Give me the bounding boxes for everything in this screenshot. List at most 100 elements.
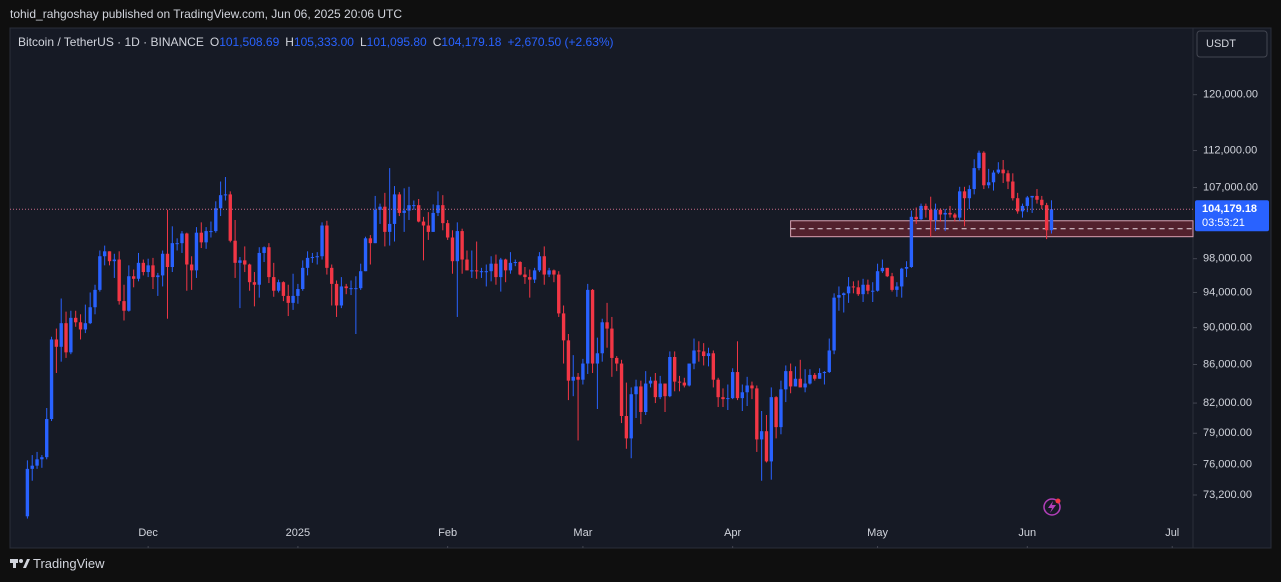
- candle-body: [160, 253, 165, 276]
- candle-body: [204, 231, 208, 243]
- brand: TradingView: [33, 556, 105, 571]
- candle-body: [320, 225, 324, 257]
- candle-body: [832, 297, 836, 351]
- candle-body: [59, 323, 63, 347]
- candle-body: [272, 277, 276, 291]
- candle-body: [590, 289, 595, 364]
- candle-body: [629, 394, 633, 439]
- candle-body: [866, 284, 870, 291]
- candle-body: [436, 205, 440, 213]
- candle-body: [813, 374, 817, 379]
- x-tick-label: 2025: [286, 527, 310, 539]
- candle-body: [373, 209, 377, 244]
- y-tick-label: 112,000.00: [1203, 144, 1257, 156]
- candle-body: [817, 373, 822, 379]
- candle-body: [136, 262, 141, 279]
- candle-body: [421, 221, 426, 226]
- candle-body: [474, 270, 479, 272]
- candle-body: [470, 270, 474, 272]
- candle-body: [267, 247, 271, 278]
- candle-body: [967, 189, 972, 199]
- candle-body: [107, 251, 112, 262]
- candle-body: [252, 282, 257, 285]
- candle-body: [334, 283, 339, 306]
- candle-body: [301, 267, 305, 290]
- candle-body: [151, 265, 155, 278]
- candle-body: [489, 263, 493, 272]
- candle-body: [793, 378, 798, 387]
- candle-body: [146, 265, 150, 273]
- candle-body: [716, 379, 720, 398]
- candle-body: [175, 243, 179, 245]
- candle-body: [441, 205, 445, 224]
- candle-body: [98, 256, 102, 290]
- legend-value: 101,508.69: [219, 35, 280, 49]
- candle-body: [653, 380, 658, 398]
- candle-body: [127, 276, 131, 311]
- candle-body: [1001, 169, 1005, 174]
- x-tick-label: Jul: [1165, 527, 1179, 539]
- candle-body: [668, 356, 672, 397]
- candle-body: [74, 317, 78, 323]
- candle-body: [706, 353, 711, 357]
- candle-body: [156, 275, 160, 278]
- alert-icon[interactable]: [1043, 498, 1061, 516]
- candle-body: [431, 212, 435, 232]
- currency-button[interactable]: [1196, 30, 1268, 58]
- candle-body: [982, 152, 986, 186]
- candle-body: [112, 259, 117, 262]
- legend-value: 104,179.18: [441, 35, 502, 49]
- candle-body: [262, 247, 266, 253]
- candle-body: [701, 351, 706, 357]
- candle-body: [938, 209, 943, 215]
- candle-body: [378, 206, 382, 210]
- candle-body: [547, 270, 551, 275]
- candle-body: [784, 371, 788, 390]
- last-price-tag: [1195, 200, 1269, 232]
- candle-body: [402, 210, 406, 213]
- candle-body: [325, 225, 329, 268]
- candle-body: [566, 340, 571, 381]
- candle-body: [605, 322, 609, 329]
- candle-body: [774, 397, 778, 428]
- candle-body: [996, 169, 1001, 173]
- candle-body: [837, 295, 841, 298]
- candle-body: [571, 376, 575, 381]
- candle-body: [445, 223, 450, 238]
- legend-value: 101,095.80: [366, 35, 427, 49]
- candle-body: [344, 286, 348, 289]
- legend-value: 105,333.00: [293, 35, 354, 49]
- brand-logo: [10, 559, 30, 568]
- candle-body: [890, 276, 894, 290]
- candle-body: [924, 205, 928, 210]
- candle-body: [1044, 205, 1049, 231]
- candle-body: [209, 231, 213, 233]
- candle-body: [595, 353, 600, 364]
- candle-body: [557, 274, 561, 314]
- candle-body: [354, 288, 358, 290]
- y-tick-label: 86,000.00: [1203, 358, 1252, 370]
- candle-body: [561, 313, 566, 341]
- candle-body: [1020, 205, 1025, 212]
- candle-body: [455, 231, 459, 262]
- candle-body: [634, 386, 638, 395]
- candle-body: [233, 240, 237, 263]
- candle-body: [948, 212, 952, 215]
- candle-body: [871, 290, 875, 292]
- candle-body: [310, 257, 315, 259]
- candle-body: [165, 253, 170, 268]
- candle-body: [30, 465, 34, 469]
- candle-body: [644, 383, 648, 413]
- candle-body: [397, 194, 402, 213]
- x-tick-label: May: [867, 527, 888, 539]
- candle-body: [933, 209, 938, 220]
- candle-body: [957, 191, 962, 218]
- legend: Bitcoin / TetherUS · 1D · BINANCE O 101,5…: [18, 35, 614, 49]
- x-tick-label: Feb: [438, 527, 457, 539]
- candle-body: [953, 214, 957, 218]
- logo-part: [23, 559, 30, 568]
- alert-dot: [1055, 498, 1061, 504]
- candle-body: [764, 431, 769, 462]
- candle-body: [131, 276, 136, 279]
